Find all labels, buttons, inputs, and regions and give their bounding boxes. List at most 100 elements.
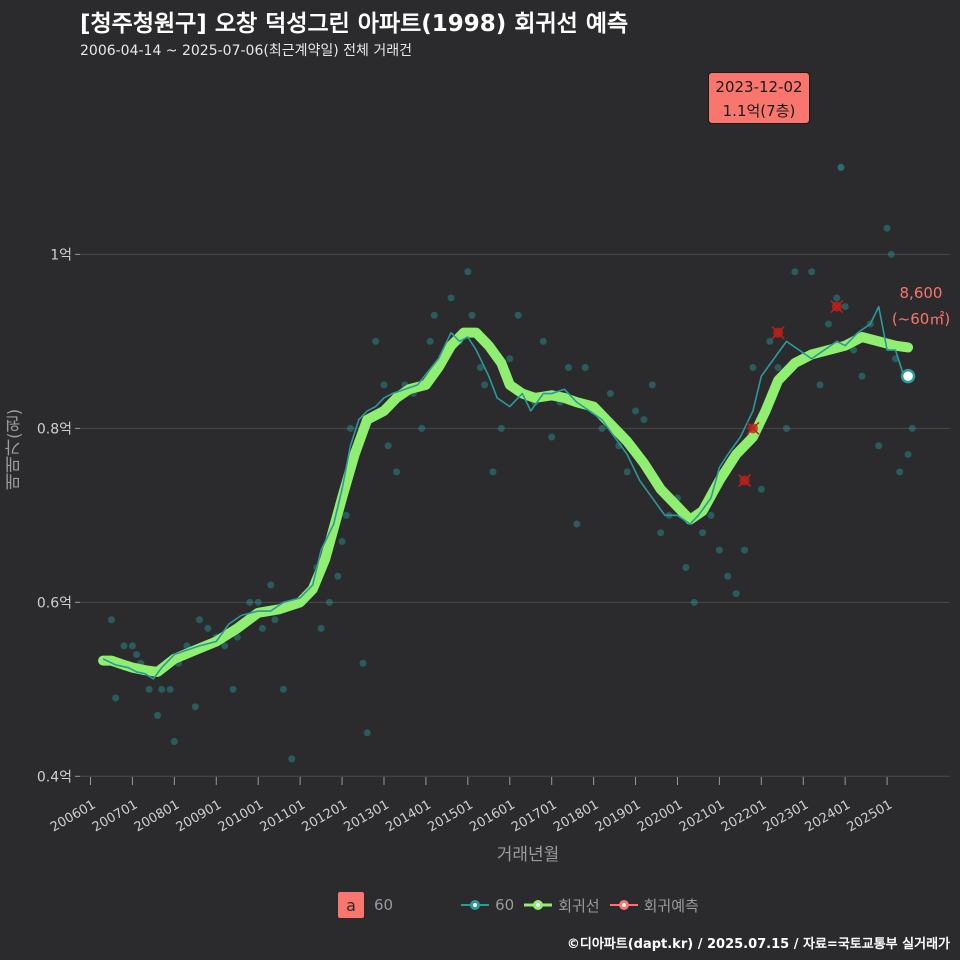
trade-point — [254, 598, 262, 606]
trade-point — [514, 311, 522, 319]
trade-point — [258, 624, 266, 632]
trade-point — [896, 468, 904, 476]
trade-point — [648, 381, 656, 389]
last-trade-point — [900, 368, 916, 384]
x-tick-label: 201001 — [216, 797, 266, 835]
trade-point — [707, 511, 715, 519]
legend: a 60 60 회귀선 회귀예측 — [338, 892, 699, 918]
trade-point — [346, 424, 354, 432]
x-tick-label: 202301 — [761, 797, 811, 835]
trade-point — [128, 642, 136, 650]
x-tick-label: 202401 — [803, 797, 853, 835]
trade-point — [267, 581, 275, 589]
legend-prediction-icon — [609, 900, 638, 910]
trade-point — [166, 685, 174, 693]
trade-point — [133, 651, 141, 659]
x-tick-label: 201601 — [467, 797, 517, 835]
legend-line-icon — [461, 900, 490, 910]
trade-point — [430, 311, 438, 319]
x-tick-label: 201701 — [509, 797, 559, 835]
trade-point — [875, 442, 883, 450]
callout-date: 2023-12-02 — [715, 78, 803, 96]
legend-regression-icon — [524, 900, 553, 910]
trade-point — [690, 598, 698, 606]
max-price-callout: 2023-12-02 1.1억(7층) — [708, 72, 810, 124]
trade-point — [464, 268, 472, 276]
trade-point — [497, 424, 505, 432]
trade-point — [112, 694, 120, 702]
trade-point — [489, 468, 497, 476]
trade-point — [221, 642, 229, 650]
legend-item-prediction: 회귀예측 — [609, 895, 699, 916]
trade-point — [883, 224, 891, 232]
trade-point — [732, 590, 740, 598]
trade-point — [606, 390, 614, 398]
legend-prediction-label: 회귀예측 — [643, 896, 699, 915]
y-tick-label: 0.4억 — [37, 769, 72, 785]
trade-point — [145, 685, 153, 693]
prediction-cross — [771, 326, 785, 340]
trade-point — [158, 685, 166, 693]
legend-item-60: 60 — [461, 896, 514, 914]
source-footer: ©디아파트(dapt.kr) / 2025.07.15 / 자료=국토교통부 실… — [566, 937, 950, 952]
trade-point — [757, 485, 765, 493]
trade-point — [816, 381, 824, 389]
trade-point — [279, 685, 287, 693]
trade-point — [791, 268, 799, 276]
trade-point — [372, 337, 380, 345]
trade-point — [246, 598, 254, 606]
trade-point — [481, 381, 489, 389]
trade-point — [191, 703, 199, 711]
trade-point — [384, 442, 392, 450]
legend-area-key: a — [338, 892, 364, 918]
trade-point — [887, 250, 895, 258]
trade-point — [573, 520, 581, 528]
y-tick-label: 0.8억 — [37, 421, 72, 437]
chart-subtitle: 2006-04-14 ~ 2025-07-06(최근계약일) 전체 거래건 — [80, 43, 412, 59]
trade-point — [766, 337, 774, 345]
trade-point — [858, 372, 866, 380]
regression-line — [98, 327, 914, 677]
x-tick-label: 201901 — [593, 797, 643, 835]
x-tick-label: 200901 — [174, 797, 224, 835]
trade-point — [447, 294, 455, 302]
x-tick-label: 200701 — [90, 797, 140, 835]
trade-point — [824, 320, 832, 328]
callout-value: 1.1억(7층) — [722, 102, 796, 120]
trade-point — [288, 755, 296, 763]
max-trade-point — [837, 163, 845, 171]
trade-point — [724, 572, 732, 580]
trade-point — [908, 424, 916, 432]
last-trade-area: (~60㎡) — [891, 310, 951, 328]
trade-point — [204, 624, 212, 632]
legend-item-regression: 회귀선 — [524, 895, 600, 916]
trade-point — [170, 738, 178, 746]
x-tick-label: 201801 — [551, 797, 601, 835]
trade-point — [715, 546, 723, 554]
x-tick-label: 201301 — [341, 797, 391, 835]
trade-point — [548, 433, 556, 441]
legend-60-label: 60 — [495, 896, 515, 914]
trade-point — [325, 598, 333, 606]
prediction-cross — [746, 421, 760, 435]
trade-point — [640, 416, 648, 424]
trade-point — [564, 363, 572, 371]
trade-point — [107, 616, 115, 624]
x-tick-label: 201101 — [258, 797, 308, 835]
trade-point — [418, 424, 426, 432]
trade-point — [841, 303, 849, 311]
prediction-cross — [738, 474, 752, 488]
trade-point — [741, 546, 749, 554]
y-axis-title: 매매가(원) — [5, 408, 25, 490]
legend-regression-label: 회귀선 — [558, 896, 600, 915]
trade-point — [380, 381, 388, 389]
trade-point — [774, 363, 782, 371]
trade-point — [120, 642, 128, 650]
trade-point — [317, 624, 325, 632]
trade-point — [682, 564, 690, 572]
trade-point — [808, 268, 816, 276]
trade-point — [359, 659, 367, 667]
prediction-cross — [830, 300, 844, 314]
trade-point — [833, 294, 841, 302]
